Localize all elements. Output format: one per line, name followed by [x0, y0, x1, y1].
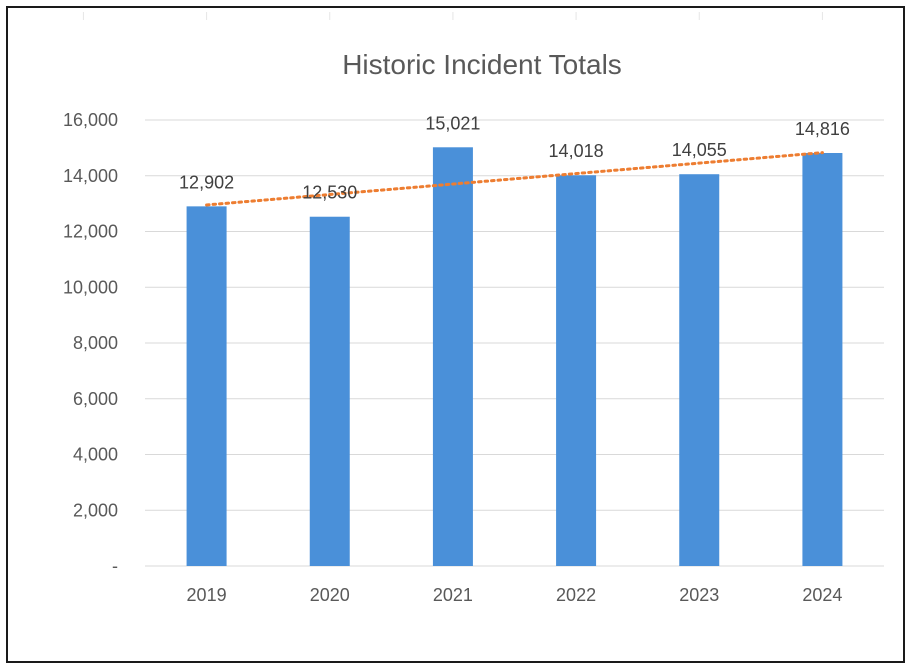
x-tick-label-2024: 2024	[802, 585, 842, 605]
chart-frame: Historic Incident Totals - 2,000 4,000 6,00…	[6, 6, 905, 663]
y-tick-label-14000: 14,000	[63, 166, 118, 186]
x-axis: 2019 2020 2021 2022 2023 2024	[187, 585, 843, 605]
y-tick-label-8000: 8,000	[73, 333, 118, 353]
bar-2021	[432, 147, 473, 567]
chart-svg: Historic Incident Totals - 2,000 4,000 6,00…	[63, 12, 884, 605]
y-tick-label-12000: 12,000	[63, 222, 118, 242]
bar-2020	[309, 216, 350, 566]
y-tick-label-16000: 16,000	[63, 110, 118, 130]
chart-title: Historic Incident Totals	[342, 49, 622, 80]
bar-2022	[556, 175, 597, 567]
data-labels: 12,902 12,530 15,021 14,018 14,055 14,816	[179, 113, 850, 202]
y-tick-label-4000: 4,000	[73, 445, 118, 465]
x-tick-label-2020: 2020	[310, 585, 350, 605]
x-tick-label-2023: 2023	[679, 585, 719, 605]
data-label-2024: 14,816	[795, 119, 850, 139]
x-tick-label-2019: 2019	[187, 585, 227, 605]
trendline	[205, 151, 824, 207]
trendline-layer	[205, 151, 824, 207]
data-label-2021: 15,021	[425, 113, 480, 133]
data-label-2019: 12,902	[179, 172, 234, 192]
data-label-2020: 12,530	[302, 183, 357, 203]
bar-2024	[802, 153, 843, 566]
y-tick-label-10000: 10,000	[63, 277, 118, 297]
bars	[186, 147, 843, 567]
x-tick-label-2022: 2022	[556, 585, 596, 605]
y-axis: - 2,000 4,000 6,000 8,000 10,000 12,000 14,000 1…	[63, 110, 118, 576]
x-tick-label-2021: 2021	[433, 585, 473, 605]
bar-2019	[186, 206, 227, 566]
data-label-2022: 14,018	[549, 141, 604, 161]
gridlines	[145, 119, 884, 567]
bar-2023	[679, 174, 720, 567]
y-tick-label-0: -	[112, 556, 118, 576]
y-tick-label-2000: 2,000	[73, 500, 118, 520]
data-label-2023: 14,055	[672, 140, 727, 160]
y-tick-label-6000: 6,000	[73, 389, 118, 409]
top-border-ticks	[82, 12, 823, 20]
